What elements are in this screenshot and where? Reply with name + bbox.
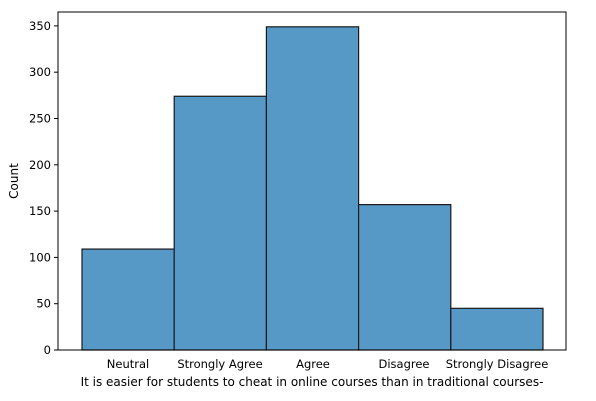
x-tick-label: Disagree <box>378 357 429 371</box>
y-tick-label: 100 <box>29 250 51 264</box>
bar-strongly-agree <box>174 96 266 350</box>
x-tick-label: Agree <box>296 357 330 371</box>
x-tick-label: Neutral <box>107 357 149 371</box>
y-tick-label: 300 <box>29 65 51 79</box>
x-axis-label: It is easier for students to cheat in on… <box>81 375 544 389</box>
bar-strongly-disagree <box>451 308 543 350</box>
y-axis-label: Count <box>7 163 21 199</box>
y-tick-label: 250 <box>29 111 51 125</box>
bar-agree <box>266 27 358 350</box>
x-axis-ticks: Neutral Strongly Agree Agree Disagree Strong… <box>107 357 549 371</box>
bar-neutral <box>82 249 174 350</box>
y-axis-ticks: 0 50 100 150 200 250 300 350 <box>29 19 58 357</box>
y-tick-label: 350 <box>29 19 51 33</box>
y-tick-label: 150 <box>29 204 51 218</box>
y-tick-label: 50 <box>36 297 51 311</box>
x-tick-label: Strongly Disagree <box>446 357 549 371</box>
bars-group <box>82 27 543 350</box>
y-tick-label: 0 <box>44 343 51 357</box>
y-tick-label: 200 <box>29 158 51 172</box>
x-tick-label: Strongly Agree <box>177 357 262 371</box>
bar-disagree <box>359 205 451 350</box>
